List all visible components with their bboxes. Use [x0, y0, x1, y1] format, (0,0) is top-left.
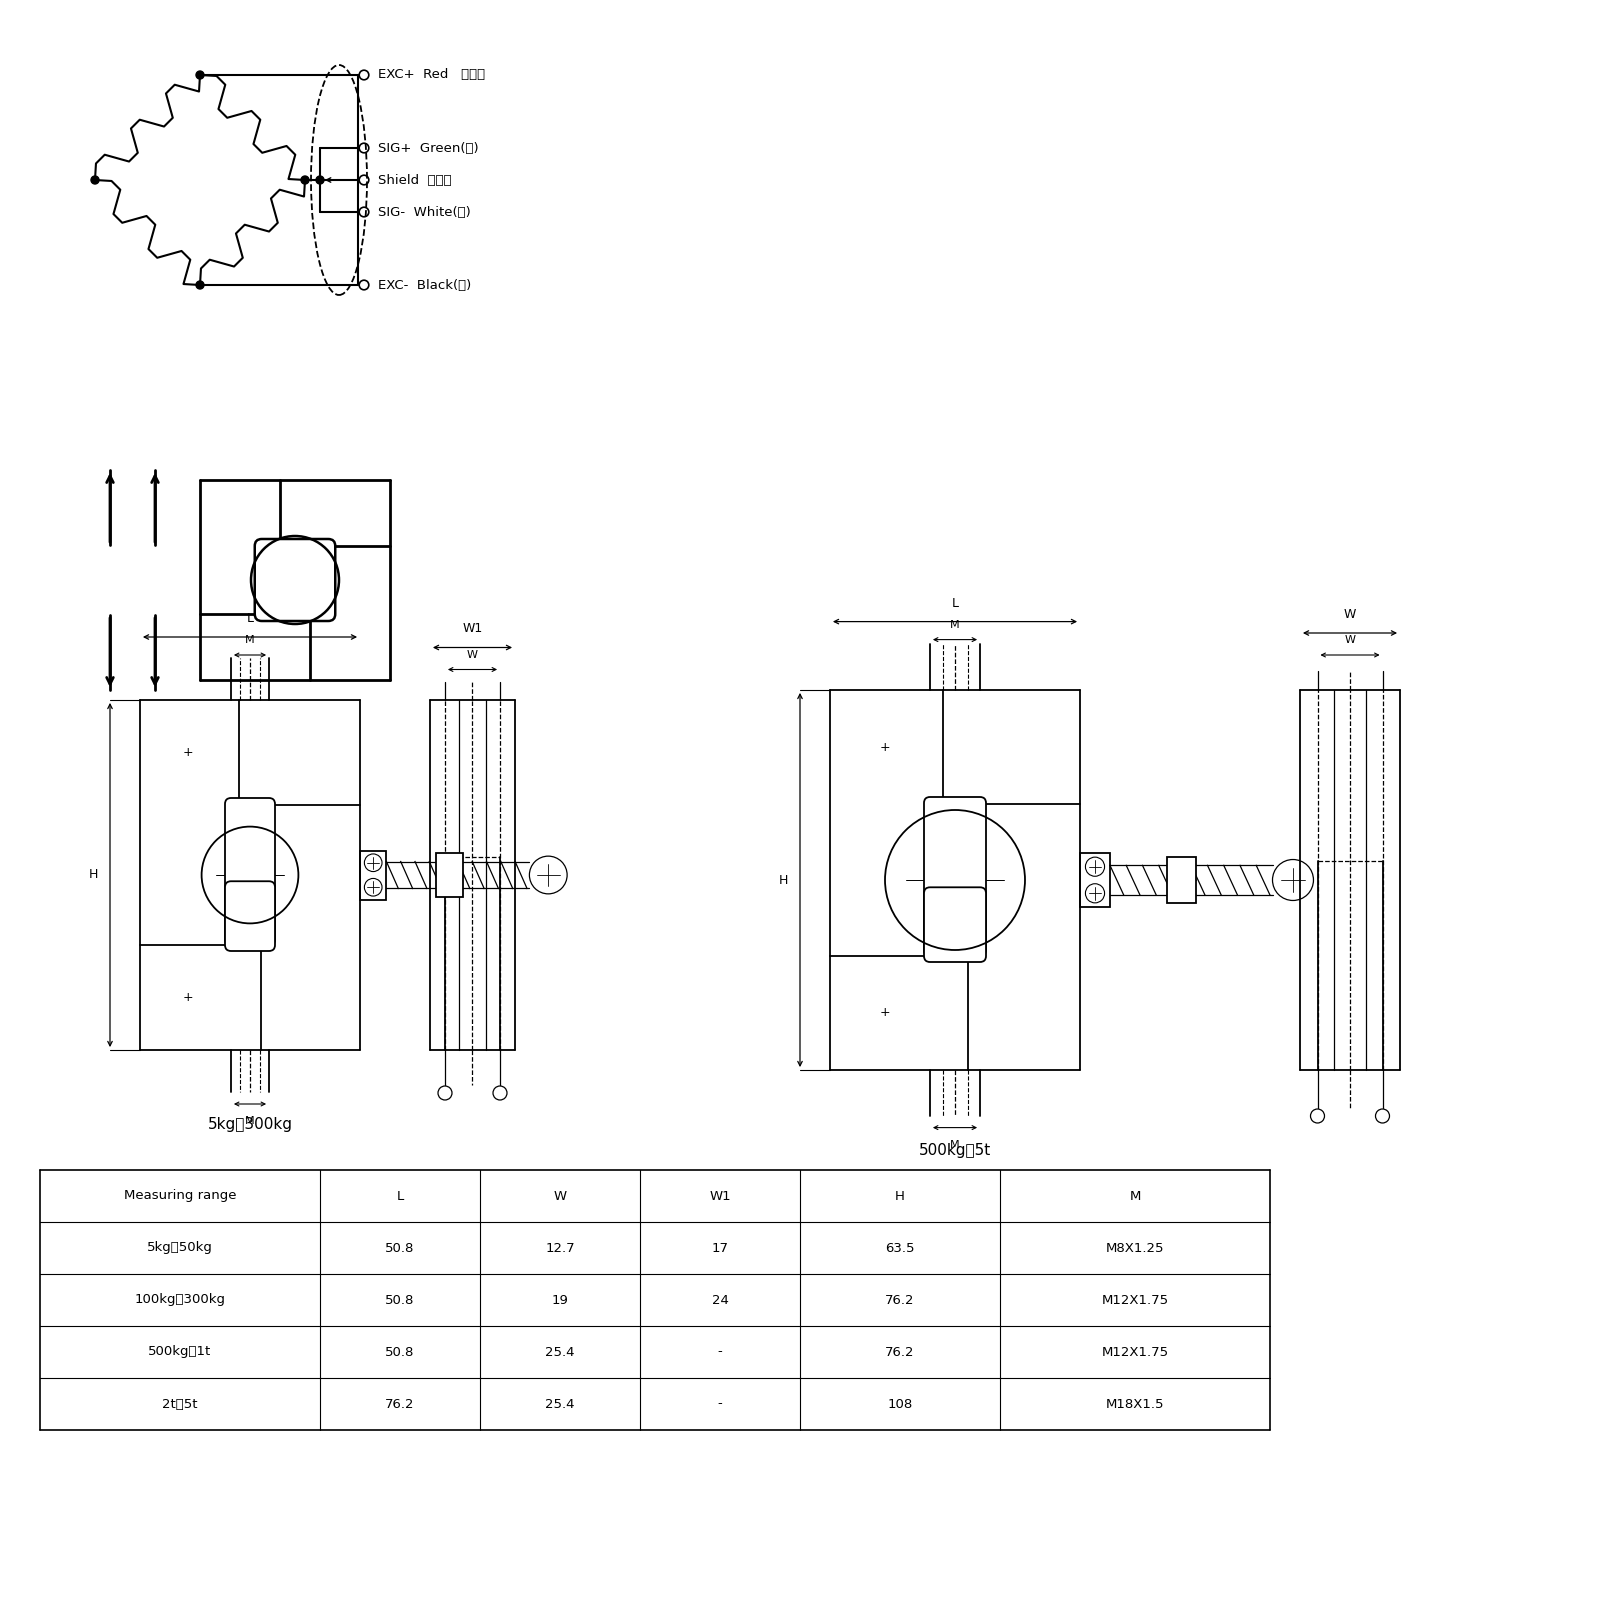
Circle shape [195, 70, 205, 78]
FancyBboxPatch shape [254, 539, 336, 621]
Text: M12X1.75: M12X1.75 [1101, 1346, 1168, 1358]
Text: M: M [950, 619, 960, 630]
Text: M18X1.5: M18X1.5 [1106, 1397, 1165, 1411]
Text: 2t～5t: 2t～5t [162, 1397, 198, 1411]
FancyBboxPatch shape [925, 888, 986, 962]
Text: M: M [245, 635, 254, 645]
Text: W: W [1344, 608, 1357, 621]
Text: Shield  屏蔽线: Shield 屏蔽线 [378, 173, 451, 187]
FancyBboxPatch shape [226, 882, 275, 950]
Text: W1: W1 [462, 622, 483, 635]
Bar [1080, 853, 1110, 907]
Text: W: W [554, 1189, 566, 1203]
Text: M: M [950, 1139, 960, 1149]
Text: -: - [718, 1346, 722, 1358]
Bar [360, 851, 387, 899]
Text: Measuring range: Measuring range [123, 1189, 237, 1203]
Text: EXC-  Black(黑): EXC- Black(黑) [378, 278, 472, 291]
Text: H: H [894, 1189, 906, 1203]
Text: 5kg～50kg: 5kg～50kg [147, 1242, 213, 1254]
Text: 76.2: 76.2 [386, 1397, 414, 1411]
Text: 76.2: 76.2 [885, 1346, 915, 1358]
Circle shape [195, 282, 205, 290]
Text: M12X1.75: M12X1.75 [1101, 1293, 1168, 1307]
Circle shape [317, 176, 323, 184]
Text: 24: 24 [712, 1293, 728, 1307]
Circle shape [91, 176, 99, 184]
Text: 50.8: 50.8 [386, 1242, 414, 1254]
Text: SIG+  Green(绿): SIG+ Green(绿) [378, 141, 478, 155]
Text: 63.5: 63.5 [885, 1242, 915, 1254]
Text: M: M [245, 1117, 254, 1126]
Circle shape [301, 176, 309, 184]
Text: W1: W1 [709, 1189, 731, 1203]
Text: 108: 108 [888, 1397, 912, 1411]
Text: L: L [397, 1189, 403, 1203]
Text: W: W [1344, 635, 1355, 645]
Text: M8X1.25: M8X1.25 [1106, 1242, 1165, 1254]
Text: +: + [880, 1006, 890, 1019]
Text: +: + [182, 990, 194, 1005]
Text: M: M [1130, 1189, 1141, 1203]
Text: H: H [779, 874, 787, 886]
Bar [437, 853, 464, 896]
Text: L: L [952, 597, 958, 610]
Text: 5kg～300kg: 5kg～300kg [208, 1117, 293, 1133]
Text: L: L [246, 611, 253, 626]
Text: 25.4: 25.4 [546, 1397, 574, 1411]
Text: +: + [880, 741, 890, 754]
Text: 25.4: 25.4 [546, 1346, 574, 1358]
Text: 19: 19 [552, 1293, 568, 1307]
Text: -: - [718, 1397, 722, 1411]
Text: W: W [467, 650, 478, 659]
Bar [1166, 856, 1197, 904]
Text: EXC+  Red   （红）: EXC+ Red （红） [378, 69, 485, 82]
Text: H: H [88, 869, 98, 882]
Text: +: + [182, 746, 194, 758]
Text: 500kg～1t: 500kg～1t [149, 1346, 211, 1358]
FancyBboxPatch shape [226, 798, 275, 946]
Text: 12.7: 12.7 [546, 1242, 574, 1254]
Text: 76.2: 76.2 [885, 1293, 915, 1307]
Text: 100kg～300kg: 100kg～300kg [134, 1293, 226, 1307]
Text: 50.8: 50.8 [386, 1346, 414, 1358]
Text: 17: 17 [712, 1242, 728, 1254]
Text: 50.8: 50.8 [386, 1293, 414, 1307]
Text: SIG-  White(白): SIG- White(白) [378, 205, 470, 219]
Text: 500kg～5t: 500kg～5t [918, 1142, 990, 1157]
FancyBboxPatch shape [925, 797, 986, 957]
